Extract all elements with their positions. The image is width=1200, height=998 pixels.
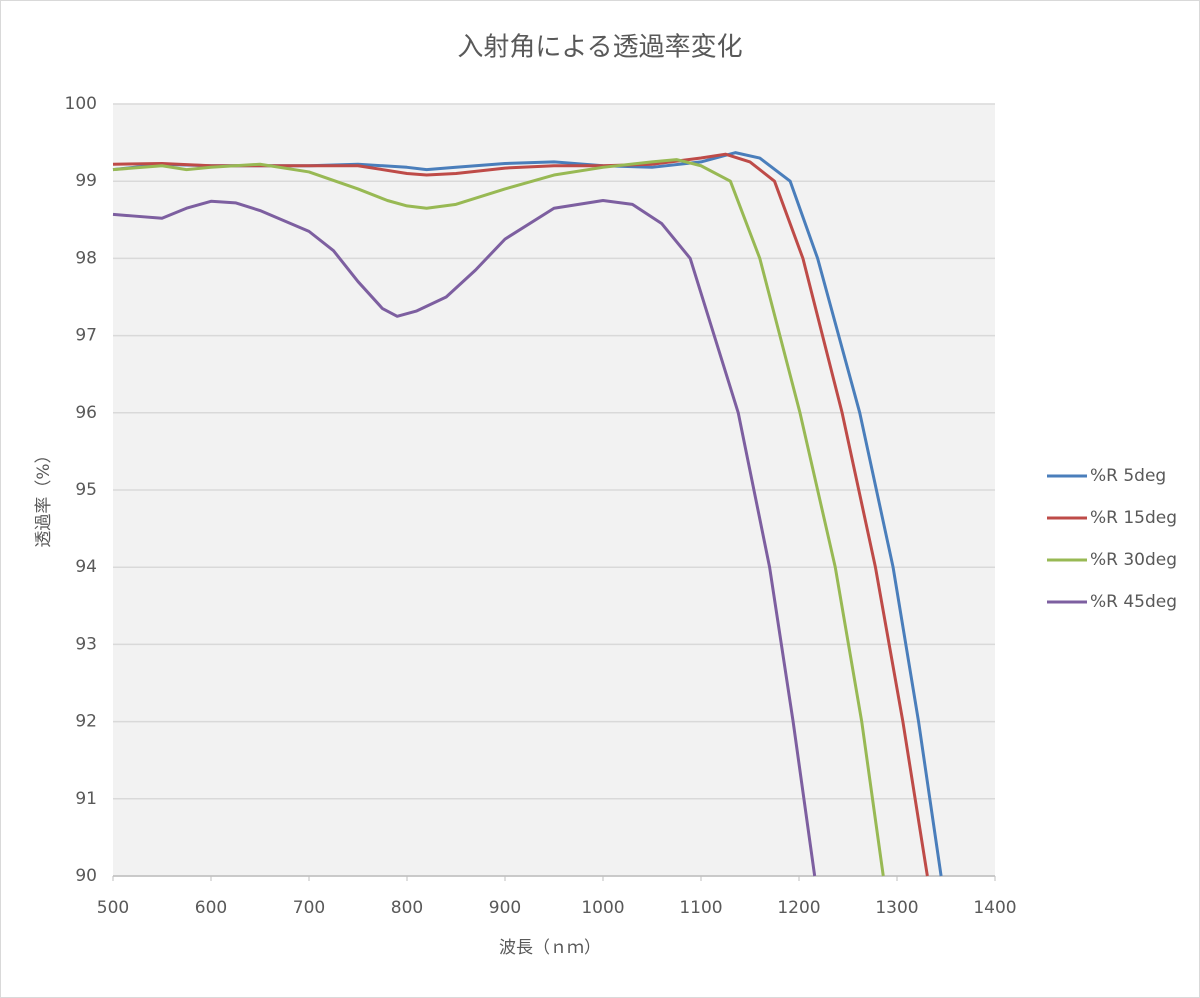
y-tick-label: 95 [75,480,97,500]
x-tick-label: 1000 [581,898,624,918]
x-tick-label: 1100 [679,898,722,918]
x-tick-label: 800 [391,898,423,918]
x-axis-title: 波長（ｎｍ） [499,938,601,958]
y-tick-label: 99 [75,171,97,191]
series-line [112,199,817,877]
legend-label: %R 45deg [1090,592,1177,612]
legend-label: %R 15deg [1090,508,1177,528]
series-line [112,158,885,877]
x-tick-label: 1400 [973,898,1016,918]
y-tick-label: 91 [75,789,97,809]
legend-label: %R 30deg [1090,550,1177,570]
x-tick-label: 1200 [777,898,820,918]
x-tick-label: 700 [293,898,325,918]
x-tick-label: 600 [195,898,227,918]
series-line [112,152,929,877]
x-tick-label: 900 [489,898,521,918]
y-axis-title: 透過率（%） [34,446,54,547]
x-tick-label: 500 [97,898,129,918]
y-tick-label: 96 [75,403,97,423]
y-tick-label: 93 [75,634,97,654]
y-tick-label: 98 [75,248,97,268]
x-tick-label: 1300 [875,898,918,918]
y-tick-label: 90 [75,866,97,886]
legend-label: %R 5deg [1090,466,1166,486]
y-tick-label: 97 [75,326,97,346]
y-tick-label: 94 [75,557,97,577]
chart-title: 入射角による透過率変化 [457,33,742,63]
y-tick-label: 100 [65,94,97,114]
y-tick-label: 92 [75,712,97,732]
